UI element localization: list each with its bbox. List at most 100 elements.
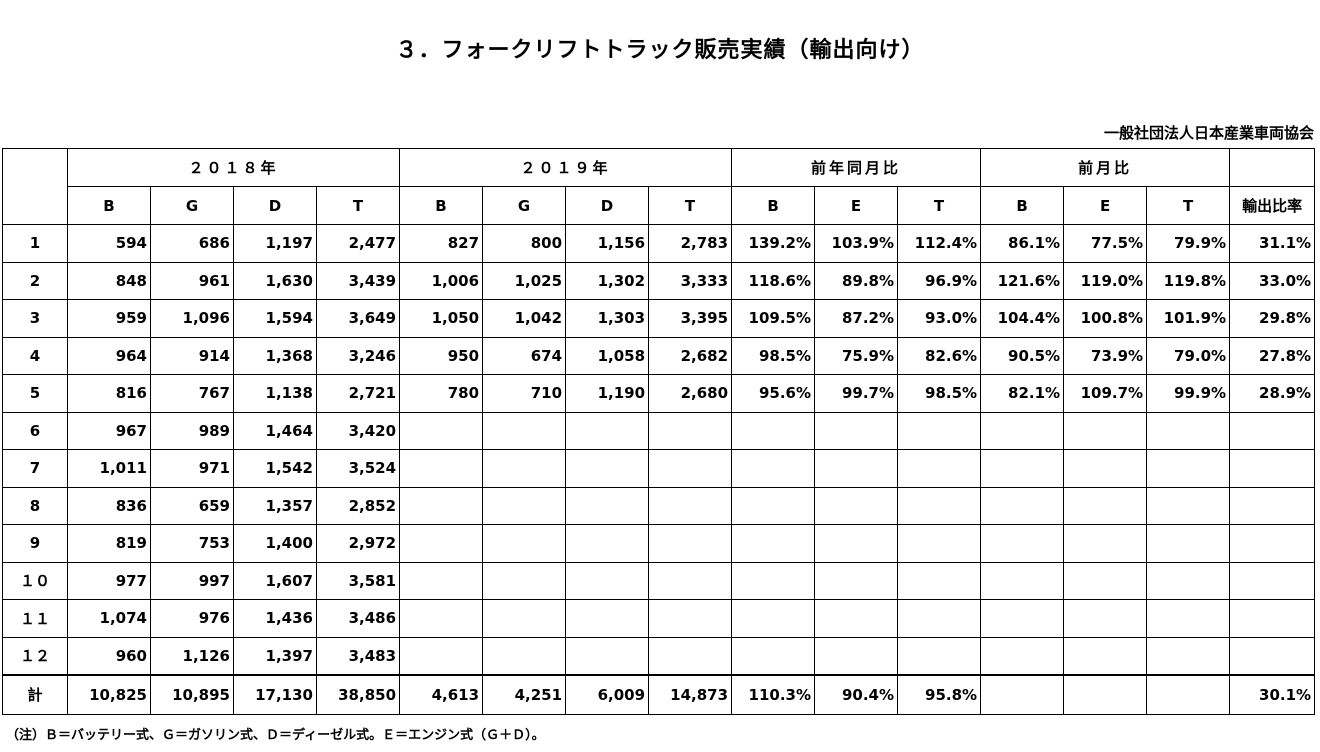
table-cell — [980, 524, 1065, 563]
table-cell — [399, 449, 484, 488]
table-cell: 780 — [399, 374, 484, 413]
table-cell: 4,613 — [399, 673, 484, 715]
table-cell: 848 — [67, 261, 151, 300]
table-cell — [1229, 636, 1316, 675]
table-cell — [399, 411, 484, 450]
table-cell — [980, 486, 1065, 525]
table-cell: 819 — [67, 524, 151, 563]
table-cell — [1063, 673, 1148, 715]
table-cell: 914 — [150, 336, 234, 375]
table-cell: 1,058 — [565, 336, 650, 375]
table-cell: 79.9% — [1146, 224, 1231, 263]
organization-name: 一般社団法人日本産業車両協会 — [1103, 124, 1314, 142]
table-row: １２ 960 1,126 1,397 3,483 — [2, 636, 1316, 675]
table-cell: 82.1% — [980, 374, 1065, 413]
group-header-2019: ２０１９年 — [399, 148, 733, 187]
month-label: １２ — [2, 636, 68, 675]
table-cell: 964 — [67, 336, 151, 375]
table-cell: 753 — [150, 524, 234, 563]
table-cell: 3,333 — [648, 261, 733, 300]
table-cell: 28.9% — [1229, 374, 1316, 413]
table-cell: 4,251 — [482, 673, 567, 715]
table-cell — [897, 449, 982, 488]
table-cell: 119.8% — [1146, 261, 1231, 300]
table-cell: 816 — [67, 374, 151, 413]
table-cell: 960 — [67, 636, 151, 675]
table-cell: 29.8% — [1229, 299, 1316, 338]
column-header: D — [233, 186, 317, 225]
table-cell — [731, 449, 816, 488]
table-row: １１ 1,074 976 1,436 3,486 — [2, 599, 1316, 638]
column-header: T — [648, 186, 733, 225]
table-row: 4 964 914 1,368 3,246 950 674 1,058 2,682 98.5% 75… — [2, 336, 1316, 375]
table-cell — [648, 486, 733, 525]
table-cell — [1146, 561, 1231, 600]
table-cell — [980, 411, 1065, 450]
table-cell — [482, 524, 567, 563]
table-cell — [482, 599, 567, 638]
table-cell: 594 — [67, 224, 151, 263]
table-cell: 1,042 — [482, 299, 567, 338]
table-cell: 112.4% — [897, 224, 982, 263]
table-cell: 118.6% — [731, 261, 816, 300]
table-cell: 1,303 — [565, 299, 650, 338]
table-cell: 86.1% — [980, 224, 1065, 263]
table-cell — [1229, 561, 1316, 600]
page-title: ３．フォークリフトトラック販売実績（輸出向け） — [395, 38, 925, 63]
table-cell — [731, 636, 816, 675]
table-cell: 87.2% — [814, 299, 899, 338]
table-cell: 75.9% — [814, 336, 899, 375]
table-cell — [1146, 411, 1231, 450]
month-label: 2 — [2, 261, 68, 300]
table-cell: 3,439 — [315, 261, 401, 300]
table-cell: 3,420 — [315, 411, 401, 450]
table-cell: 95.6% — [731, 374, 816, 413]
table-cell — [980, 449, 1065, 488]
table-cell — [731, 411, 816, 450]
month-label: 7 — [2, 449, 68, 488]
table-cell: 38,850 — [315, 673, 401, 715]
table-row: 6 967 989 1,464 3,420 — [2, 411, 1316, 450]
month-label: 9 — [2, 524, 68, 563]
table-cell: 98.5% — [897, 374, 982, 413]
table-row: 5 816 767 1,138 2,721 780 710 1,190 2,680 95.6% 99… — [2, 374, 1316, 413]
table-cell: 1,302 — [565, 261, 650, 300]
table-cell — [814, 524, 899, 563]
table-cell: 82.6% — [897, 336, 982, 375]
table-cell — [1063, 561, 1148, 600]
table-cell — [1063, 486, 1148, 525]
table-cell — [731, 486, 816, 525]
table-cell — [648, 411, 733, 450]
group-header-yoy: 前年同月比 — [731, 148, 982, 187]
table-cell — [731, 599, 816, 638]
table-cell: 31.1% — [1229, 224, 1316, 263]
table-cell: 710 — [482, 374, 567, 413]
table-cell: 96.9% — [897, 261, 982, 300]
table-cell: 79.0% — [1146, 336, 1231, 375]
table-cell — [1229, 411, 1316, 450]
table-cell: 14,873 — [648, 673, 733, 715]
table-cell: 109.7% — [1063, 374, 1148, 413]
table-cell: 1,368 — [233, 336, 317, 375]
table-cell: 1,197 — [233, 224, 317, 263]
table-row: 1 594 686 1,197 2,477 827 800 1,156 2,783 139.2% 1… — [2, 224, 1316, 263]
table-cell: 90.4% — [814, 673, 899, 715]
table-cell — [1229, 449, 1316, 488]
month-label: 1 — [2, 224, 68, 263]
table-cell: 77.5% — [1063, 224, 1148, 263]
table-cell: 89.8% — [814, 261, 899, 300]
table-cell — [565, 486, 650, 525]
table-cell: 98.5% — [731, 336, 816, 375]
month-label: 8 — [2, 486, 68, 525]
table-cell — [399, 636, 484, 675]
table-cell: 2,972 — [315, 524, 401, 563]
table-cell — [565, 636, 650, 675]
month-header-corner — [2, 148, 68, 225]
table-cell: 27.8% — [1229, 336, 1316, 375]
table-cell: 767 — [150, 374, 234, 413]
table-cell — [1063, 411, 1148, 450]
table-cell: 2,477 — [315, 224, 401, 263]
table-cell: 1,138 — [233, 374, 317, 413]
table-cell — [1063, 524, 1148, 563]
table-cell — [565, 449, 650, 488]
